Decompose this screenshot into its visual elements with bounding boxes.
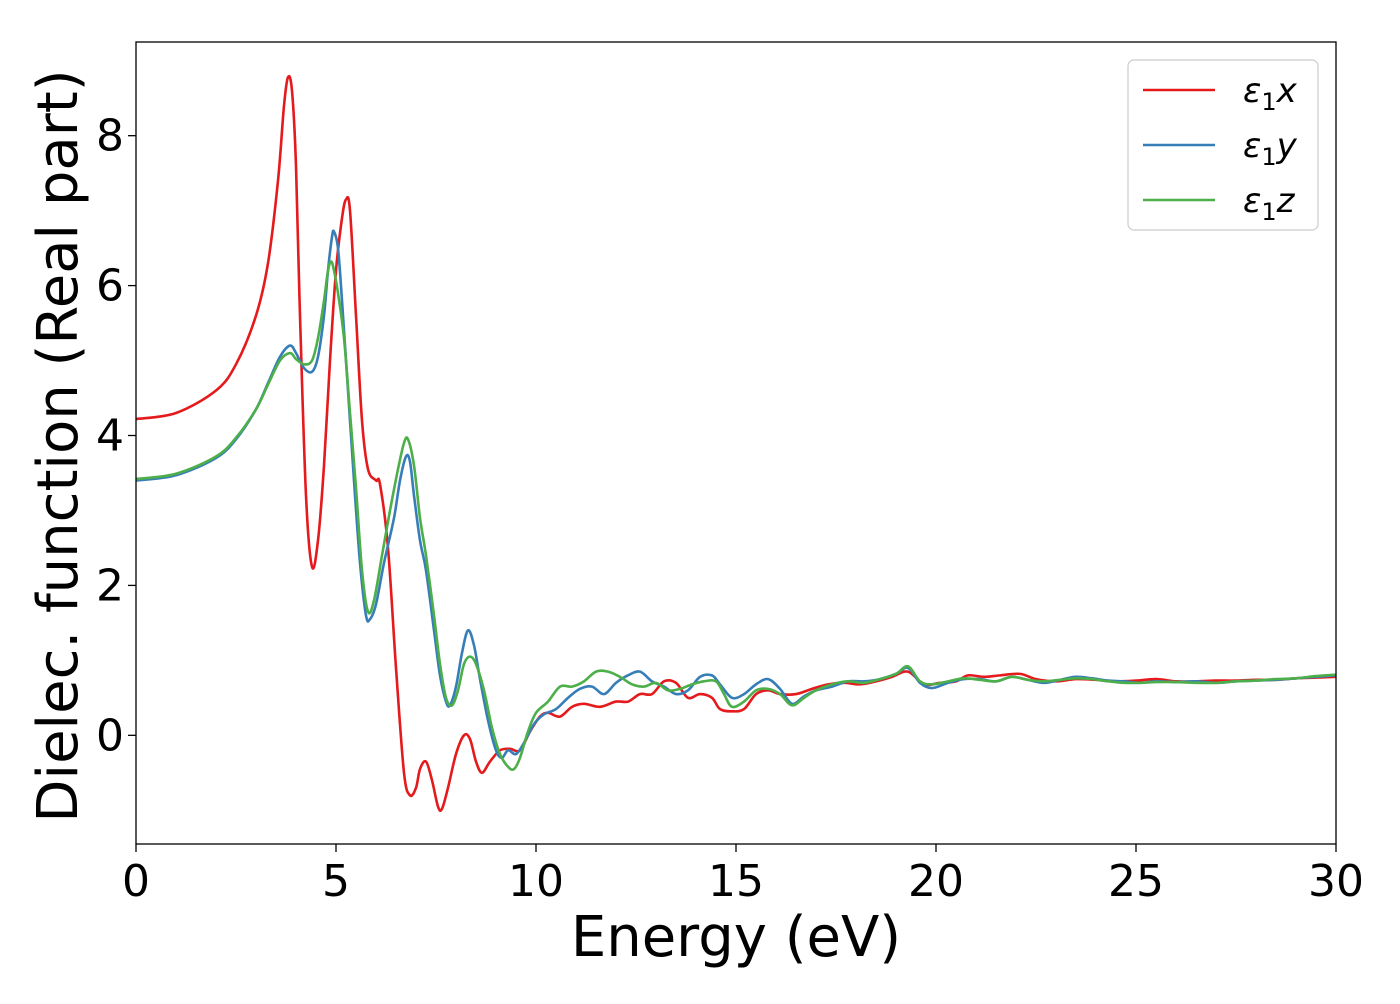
series-line-z [136,260,1336,771]
x-tick-label: 25 [1108,856,1164,907]
legend: ε1x ε1y ε1z [1127,59,1319,231]
x-axis-title: Energy (eV) [571,905,901,970]
x-tick-label: 5 [322,856,350,907]
legend-box [1127,59,1319,231]
y-tick-label: 0 [96,710,124,761]
x-tick-label: 0 [122,856,150,907]
legend-label-y: ε1y [1243,126,1298,171]
y-axis-title: Dielec. function (Real part) [26,69,91,822]
x-tick-label: 10 [508,856,564,907]
legend-label-x: ε1x [1243,71,1298,116]
y-tick-label: 6 [96,261,124,312]
x-tick-label: 15 [708,856,764,907]
y-tick-label: 2 [96,560,124,611]
x-tick-label: 30 [1308,856,1364,907]
legend-label-z: ε1z [1243,181,1296,226]
y-tick-label: 8 [96,111,124,162]
axis-ticks: 0 5 10 15 20 25 30 0 2 4 6 8 [96,111,1364,907]
x-tick-label: 20 [908,856,964,907]
series-lines [136,74,1336,812]
y-tick-label: 4 [96,411,124,462]
